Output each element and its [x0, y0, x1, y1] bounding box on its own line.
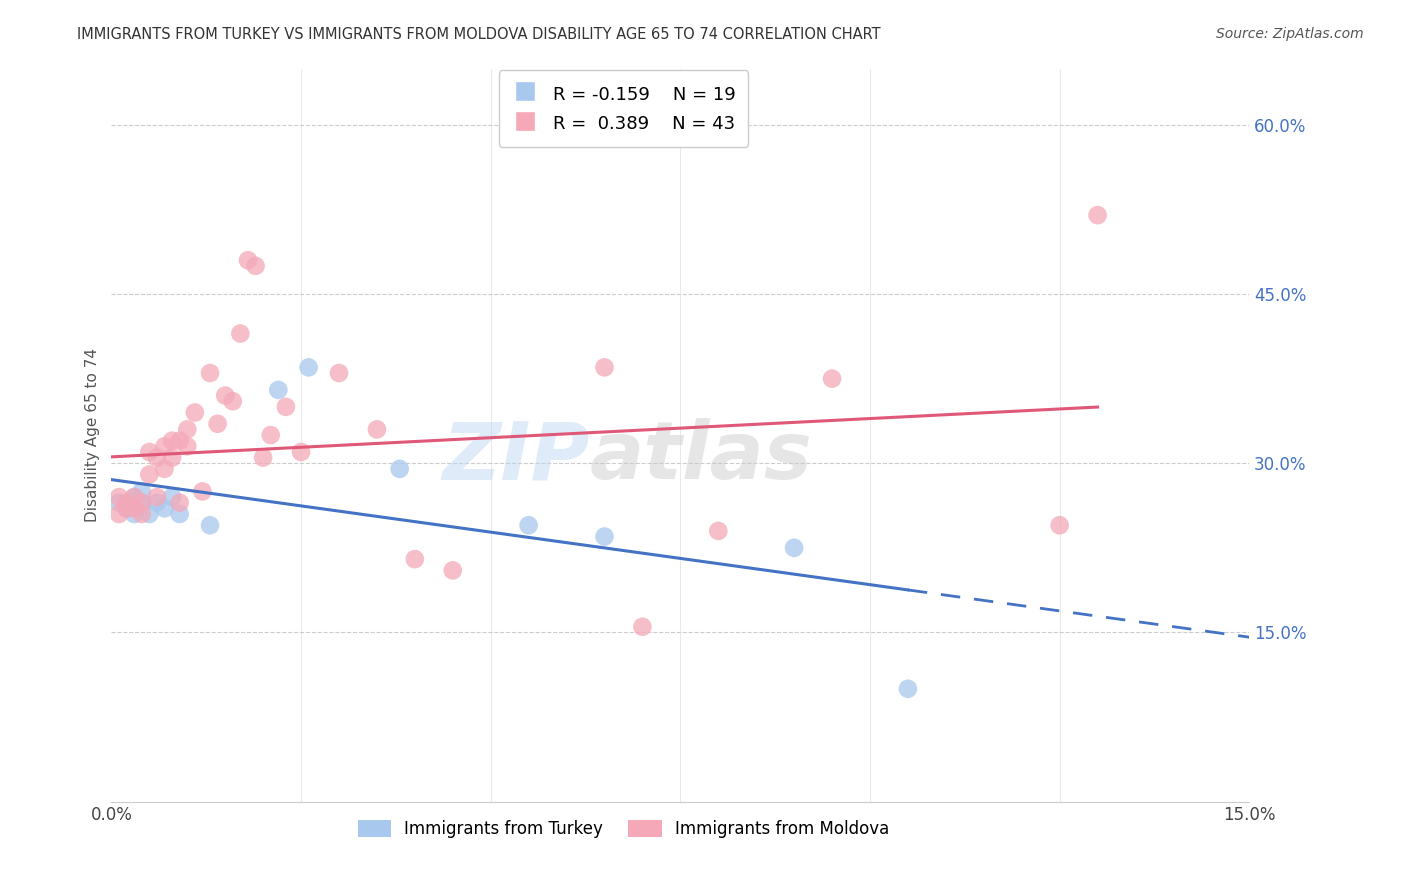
Point [131, 496, 153, 510]
Point [122, 507, 145, 521]
Point [153, 439, 176, 453]
Point [222, 394, 245, 409]
Point [108, 490, 131, 504]
Point [115, 496, 138, 510]
Point [108, 496, 131, 510]
Point [198, 518, 221, 533]
Point [783, 541, 806, 555]
Text: Source: ZipAtlas.com: Source: ZipAtlas.com [1216, 27, 1364, 41]
Point [593, 530, 616, 544]
Point [169, 434, 191, 448]
Point [214, 388, 236, 402]
Point [897, 681, 920, 696]
Point [131, 496, 153, 510]
Point [131, 507, 153, 521]
Y-axis label: Disability Age 65 to 74: Disability Age 65 to 74 [86, 348, 100, 522]
Point [593, 360, 616, 375]
Point [160, 490, 183, 504]
Point [138, 507, 160, 521]
Point [298, 360, 321, 375]
Text: ZIP: ZIP [441, 418, 589, 496]
Point [290, 445, 312, 459]
Point [169, 507, 191, 521]
Point [707, 524, 730, 538]
Point [328, 366, 350, 380]
Point [184, 405, 207, 419]
Point [160, 450, 183, 465]
Text: atlas: atlas [589, 418, 813, 496]
Point [821, 372, 844, 386]
Point [229, 326, 252, 341]
Point [366, 422, 388, 436]
Point [122, 490, 145, 504]
Point [146, 490, 169, 504]
Point [176, 422, 198, 436]
Point [160, 434, 183, 448]
Point [115, 501, 138, 516]
Point [517, 518, 540, 533]
Point [191, 484, 214, 499]
Legend: Immigrants from Turkey, Immigrants from Moldova: Immigrants from Turkey, Immigrants from … [352, 813, 896, 845]
Text: IMMIGRANTS FROM TURKEY VS IMMIGRANTS FROM MOLDOVA DISABILITY AGE 65 TO 74 CORREL: IMMIGRANTS FROM TURKEY VS IMMIGRANTS FRO… [77, 27, 882, 42]
Point [198, 366, 221, 380]
Point [146, 496, 169, 510]
Point [207, 417, 229, 431]
Point [252, 450, 274, 465]
Point [274, 400, 297, 414]
Point [138, 445, 160, 459]
Point [122, 490, 145, 504]
Point [146, 450, 169, 465]
Point [153, 501, 176, 516]
Point [441, 563, 464, 577]
Point [1087, 208, 1109, 222]
Point [404, 552, 426, 566]
Point [131, 484, 153, 499]
Point [115, 501, 138, 516]
Point [236, 253, 259, 268]
Point [108, 507, 131, 521]
Point [267, 383, 290, 397]
Point [1049, 518, 1071, 533]
Point [169, 496, 191, 510]
Point [138, 467, 160, 482]
Point [631, 620, 654, 634]
Point [153, 462, 176, 476]
Point [388, 462, 411, 476]
Point [176, 439, 198, 453]
Point [245, 259, 267, 273]
Point [122, 501, 145, 516]
Point [260, 428, 283, 442]
